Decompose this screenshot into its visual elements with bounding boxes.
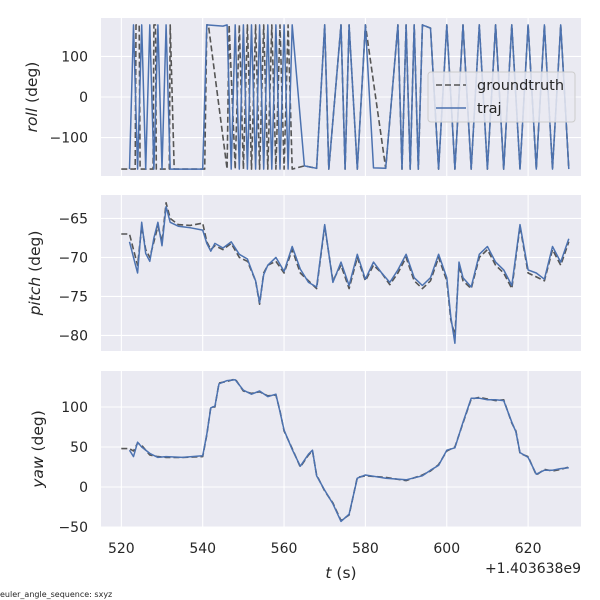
- y-tick-label: −65: [58, 211, 88, 227]
- roll-y-tick-labels: 100 0 −100: [50, 49, 88, 146]
- footer-text: euler_angle_sequence: sxyz: [0, 590, 112, 599]
- yaw-series: [121, 378, 570, 523]
- x-tick-label: 580: [352, 541, 379, 557]
- y-tick-label: 0: [79, 480, 88, 496]
- pitch-grid: [101, 195, 581, 351]
- series-line-traj: [128, 379, 569, 523]
- pitch-y-tick-labels: −65 −70 −75 −80: [58, 211, 88, 344]
- y-tick-label: −75: [58, 289, 88, 305]
- roll-panel: 100 0 −100 roll (deg) groundtruth traj: [23, 18, 581, 176]
- y-tick-label: −50: [58, 520, 88, 536]
- y-tick-label: 50: [70, 440, 88, 456]
- pitch-series: [121, 202, 570, 344]
- x-offset-label: +1.403638e9: [485, 561, 581, 577]
- x-axis-label: t (s): [325, 564, 356, 582]
- y-tick-label: 100: [61, 400, 88, 416]
- y-tick-label: 0: [79, 90, 88, 106]
- yaw-y-axis-label: yaw (deg): [29, 410, 47, 489]
- yaw-panel: 100 50 0 −50 520 540 560 580 600 620 yaw (deg) t…: [29, 371, 581, 582]
- yaw-y-tick-labels: 100 50 0 −50: [58, 400, 88, 536]
- x-tick-label: 620: [515, 541, 542, 557]
- y-tick-label: −100: [50, 131, 88, 147]
- series-line-traj: [128, 205, 570, 344]
- roll-y-axis-label: roll (deg): [23, 62, 41, 133]
- y-tick-label: 100: [61, 49, 88, 65]
- legend-groundtruth-label: groundtruth: [477, 78, 564, 94]
- x-tick-label: 520: [108, 541, 135, 557]
- legend: groundtruth traj: [427, 71, 576, 123]
- y-tick-label: −70: [58, 250, 88, 266]
- yaw-plot-area: [101, 371, 581, 527]
- x-tick-label: 600: [433, 541, 460, 557]
- y-tick-label: −80: [58, 328, 88, 344]
- pitch-y-axis-label: pitch (deg): [26, 231, 44, 317]
- pitch-panel: −65 −70 −75 −80 pitch (deg): [26, 195, 581, 351]
- x-tick-label: 560: [271, 541, 298, 557]
- pitch-plot-area: [101, 195, 581, 351]
- x-tick-labels: 520 540 560 580 600 620: [108, 541, 542, 557]
- legend-traj-label: traj: [477, 101, 502, 117]
- x-tick-label: 540: [189, 541, 216, 557]
